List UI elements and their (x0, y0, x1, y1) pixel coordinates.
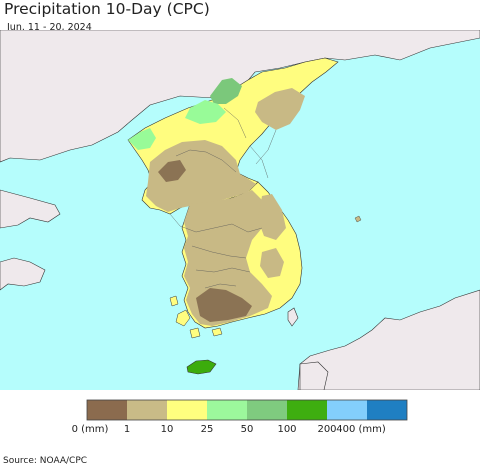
legend-swatch (167, 400, 207, 420)
legend-label: 25 (200, 424, 214, 435)
legend-swatches (86, 399, 408, 421)
legend-swatch (367, 400, 407, 420)
shandong-land (0, 257, 46, 291)
legend-label: 50 (240, 424, 254, 435)
legend-label: 0 (mm) (71, 424, 109, 435)
province-lines (169, 107, 277, 289)
precipitation-legend (86, 399, 408, 421)
legend-swatch (247, 400, 287, 420)
legend-label: 1 (123, 424, 131, 435)
legend-swatch (327, 400, 367, 420)
precipitation-map (0, 30, 480, 390)
legend-label: 400 (mm) (336, 424, 386, 435)
source-credit: Source: NOAA/CPC (3, 456, 88, 466)
map-title: Precipitation 10-Day (CPC) (4, 0, 210, 18)
legend-label: 10 (160, 424, 174, 435)
japan-kyushu (299, 361, 329, 390)
precip-1-10-sk-east (258, 194, 286, 240)
precip-1-10-sk-southeast (260, 248, 284, 278)
legend-swatch (87, 400, 127, 420)
legend-swatch (207, 400, 247, 420)
precip-25-50-northwest (128, 128, 156, 150)
legend-frame (86, 399, 408, 421)
precip-25-50-north (185, 100, 226, 124)
legend-swatch (287, 400, 327, 420)
precip-1-10-nk-central (146, 140, 256, 212)
legend-label: 200 (317, 424, 337, 435)
precip-50-100-north (210, 78, 242, 104)
precip-0-1-sk-southwest (196, 288, 252, 322)
liaodong-land (0, 189, 61, 229)
tsushima-island (287, 307, 299, 327)
legend-swatch (127, 400, 167, 420)
jeju-island (186, 359, 217, 375)
precip-1-10-nk-east (255, 88, 305, 130)
legend-label: 100 (277, 424, 297, 435)
map-subtitle: Jun. 11 - 20, 2024 (7, 22, 92, 33)
precip-0-1-nk-pyongyang (158, 160, 186, 182)
southwest-islands (169, 295, 223, 339)
ulleung-island (354, 215, 362, 223)
japan-land (297, 289, 480, 390)
